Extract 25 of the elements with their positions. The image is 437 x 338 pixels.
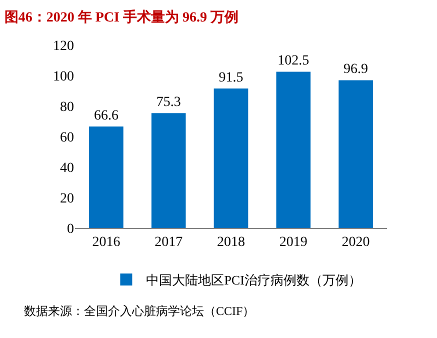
bar: [89, 126, 124, 228]
y-tick-label: 20: [60, 191, 74, 206]
data-label: 91.5: [218, 70, 244, 86]
chart-title: 图46：2020 年 PCI 手术量为 96.9 万例: [4, 8, 238, 26]
x-tick-label: 2019: [279, 234, 308, 250]
x-tick-label: 2016: [92, 234, 120, 250]
source-note: 数据来源：全国介入心脏病学论坛（CCIF）: [24, 304, 255, 318]
bar: [214, 88, 248, 228]
x-tick-label: 2018: [217, 234, 245, 250]
legend-label: 中国大陆地区PCI治疗病例数（万例）: [146, 272, 362, 288]
x-tick-label: 2017: [154, 234, 183, 250]
data-label: 102.5: [278, 54, 310, 69]
y-tick-label: 100: [53, 69, 74, 84]
bar: [151, 113, 186, 228]
data-label: 96.9: [344, 62, 368, 78]
y-tick-label: 80: [60, 100, 74, 115]
x-tick-label: 2020: [342, 234, 370, 250]
bar: [338, 80, 373, 228]
data-label: 66.6: [94, 108, 118, 124]
bar: [276, 72, 311, 228]
y-tick-label: 60: [60, 130, 74, 146]
y-tick-label: 40: [60, 160, 74, 176]
data-label: 75.3: [156, 95, 181, 110]
y-tick-label: 120: [53, 38, 74, 54]
y-tick-label: 0: [67, 222, 74, 237]
